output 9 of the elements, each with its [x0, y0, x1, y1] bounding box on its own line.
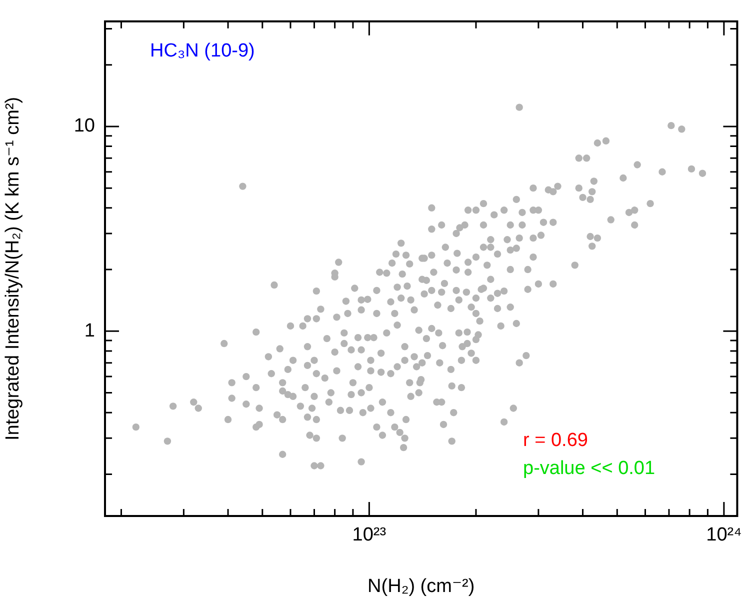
x-axis-title: N(H₂) (cm⁻²) — [368, 576, 475, 597]
y-tick-label: 10 — [74, 116, 95, 137]
annotation: p-value << 0.01 — [523, 458, 656, 480]
annotation: r = 0.69 — [523, 430, 588, 452]
y-axis-title: Integrated Intensity/N(H₂) (K km s⁻¹ cm²) — [2, 96, 24, 441]
y-tick-label: 1 — [84, 320, 95, 342]
x-tick-label: 10²⁴ — [706, 524, 742, 546]
x-tick-label: 10²³ — [352, 524, 386, 546]
text: HC₃N (10-9) — [150, 40, 255, 62]
